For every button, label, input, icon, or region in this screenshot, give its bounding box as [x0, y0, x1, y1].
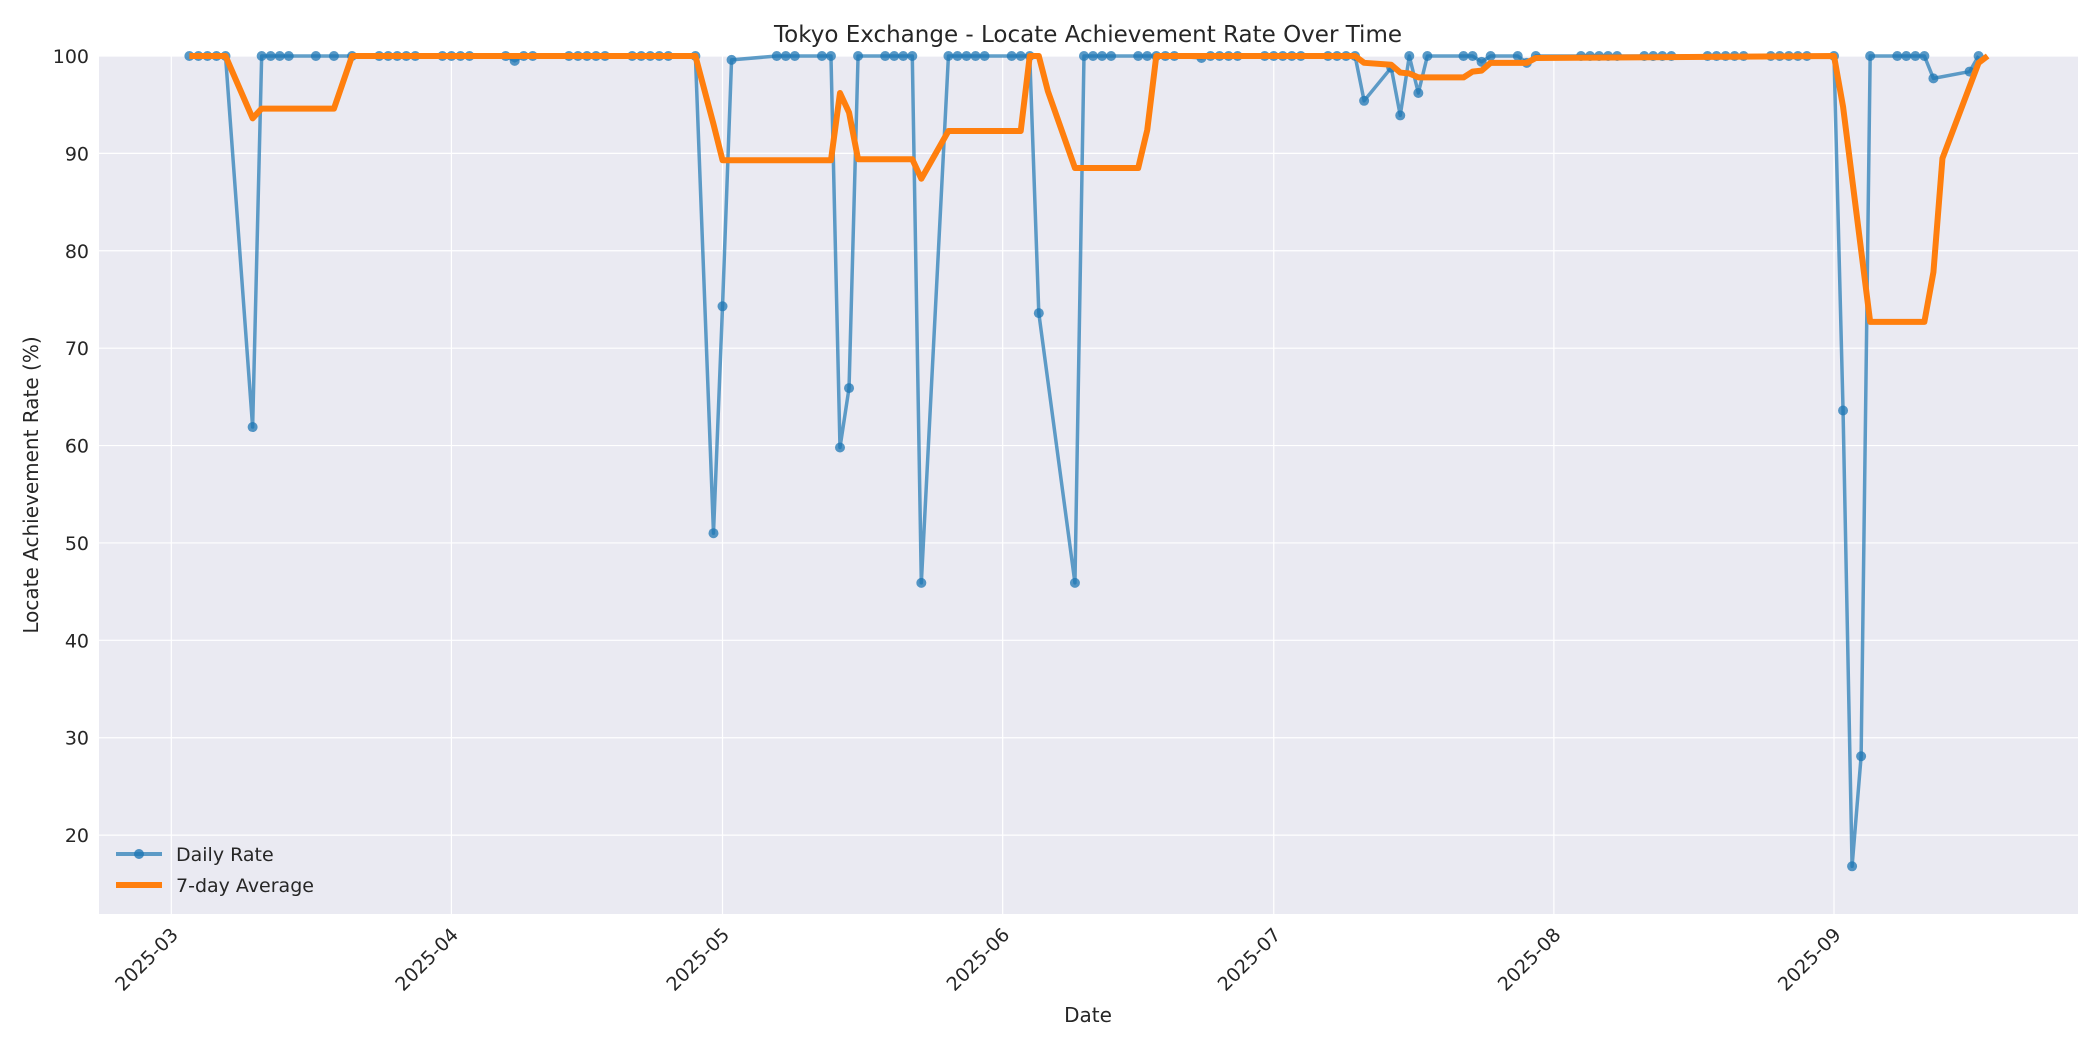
- x-tick-label: 2025-09: [1774, 924, 1846, 996]
- data-point: [1467, 51, 1478, 61]
- y-tick-label: 20: [65, 825, 89, 847]
- legend-item-7-day-average: 7-day Average: [116, 875, 314, 897]
- x-axis-label: Date: [1064, 1003, 1112, 1027]
- data-point: [853, 51, 864, 61]
- legend-label: 7-day Average: [176, 875, 314, 897]
- data-point: [1919, 51, 1930, 61]
- data-point: [1838, 405, 1849, 416]
- plot-area: [99, 56, 2078, 914]
- data-point: [1485, 51, 1496, 61]
- data-point: [1069, 577, 1080, 588]
- y-tick-label: 60: [65, 436, 89, 458]
- y-tick-label: 40: [65, 630, 89, 652]
- data-point: [1910, 51, 1921, 61]
- x-tick-label: 2025-04: [391, 924, 463, 996]
- dot-marker-icon: [134, 849, 144, 859]
- y-tick-label: 80: [65, 241, 89, 263]
- x-tick-label: 2025-03: [111, 924, 183, 996]
- data-point: [1106, 51, 1117, 61]
- data-point: [844, 383, 855, 394]
- y-tick-label: 70: [65, 338, 89, 360]
- data-point: [1856, 751, 1867, 762]
- data-point: [328, 51, 339, 61]
- data-point: [1097, 51, 1108, 61]
- legend-item-daily-rate: Daily Rate: [116, 844, 274, 866]
- data-point: [1395, 110, 1406, 121]
- x-tick-label: 2025-06: [942, 924, 1014, 996]
- data-point: [1847, 861, 1858, 872]
- data-point: [907, 51, 918, 61]
- legend-label: Daily Rate: [176, 844, 274, 866]
- data-point: [247, 422, 258, 433]
- data-point: [1413, 88, 1424, 99]
- data-point: [952, 51, 963, 61]
- data-point: [717, 301, 728, 312]
- series-layer: [184, 51, 1990, 872]
- data-point: [1422, 51, 1433, 61]
- data-point: [816, 51, 827, 61]
- data-point: [1142, 51, 1153, 61]
- x-tick-label: 2025-05: [662, 924, 734, 996]
- data-point: [780, 51, 791, 61]
- data-point: [1088, 51, 1099, 61]
- data-point: [1928, 73, 1939, 84]
- x-axis-ticks: 2025-03 2025-04 2025-05 2025-06 2025-07 2025-…: [111, 924, 1845, 996]
- data-point: [1359, 95, 1370, 106]
- y-axis-ticks: 20 30 40 50 60 70 80 90 100: [53, 46, 89, 847]
- data-point: [310, 51, 321, 61]
- data-point: [1404, 51, 1415, 61]
- y-tick-label: 100: [53, 46, 89, 68]
- data-point: [265, 51, 276, 61]
- data-point: [889, 51, 900, 61]
- data-point: [1006, 51, 1017, 61]
- legend: Daily Rate 7-day Average: [116, 844, 314, 897]
- data-point: [1865, 51, 1876, 61]
- data-point: [1133, 51, 1144, 61]
- data-point: [256, 51, 267, 61]
- x-tick-label: 2025-08: [1494, 924, 1566, 996]
- data-point: [970, 51, 981, 61]
- data-point: [283, 51, 294, 61]
- y-tick-label: 50: [65, 533, 89, 555]
- data-point: [726, 54, 737, 65]
- data-point: [943, 51, 954, 61]
- data-point: [789, 51, 800, 61]
- chart-title: Tokyo Exchange - Locate Achievement Rate…: [773, 22, 1402, 48]
- data-point: [1512, 51, 1523, 61]
- series-7-day-average: [189, 53, 1990, 325]
- data-point: [880, 51, 891, 61]
- data-point: [825, 51, 836, 61]
- data-point: [916, 577, 927, 588]
- data-point: [1078, 51, 1089, 61]
- grid-lines: [99, 55, 2078, 914]
- data-point: [834, 442, 845, 453]
- y-tick-label: 90: [65, 143, 89, 165]
- data-point: [708, 528, 719, 539]
- data-point: [274, 51, 285, 61]
- data-point: [1015, 51, 1026, 61]
- data-point: [1033, 308, 1044, 319]
- data-point: [898, 51, 909, 61]
- y-tick-label: 30: [65, 728, 89, 750]
- y-axis-label: Locate Achievement Rate (%): [19, 336, 43, 633]
- data-point: [979, 51, 990, 61]
- data-point: [771, 51, 782, 61]
- x-tick-label: 2025-07: [1214, 924, 1286, 996]
- data-point: [1901, 51, 1912, 61]
- data-point: [1476, 56, 1487, 67]
- data-point: [1458, 51, 1469, 61]
- data-point: [961, 51, 972, 61]
- data-point: [1892, 51, 1903, 61]
